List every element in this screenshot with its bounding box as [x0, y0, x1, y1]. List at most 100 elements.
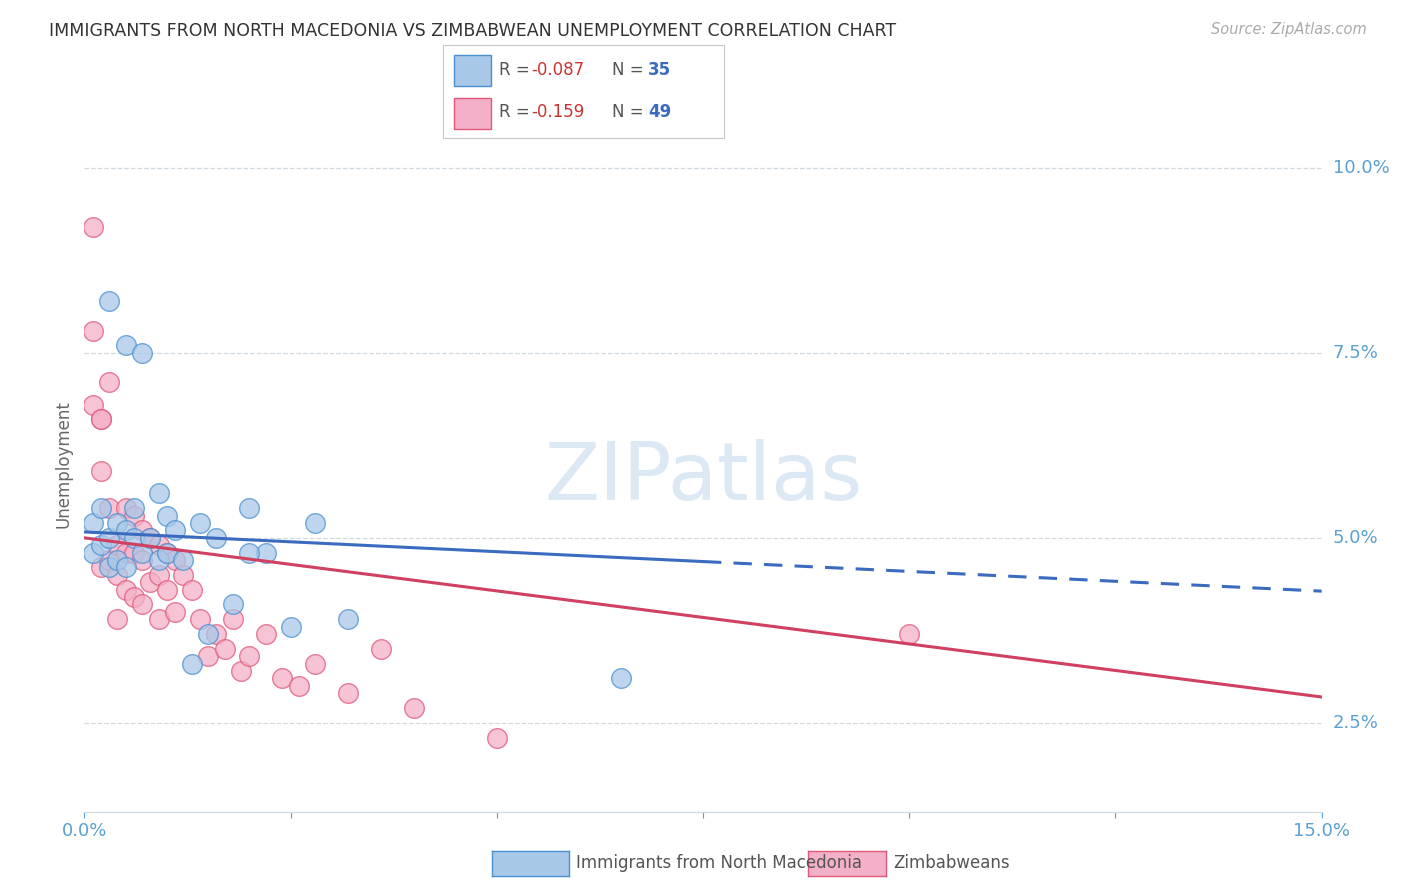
- Point: [214, 641, 236, 656]
- Text: 10.0%: 10.0%: [1333, 159, 1389, 177]
- Point: [172, 567, 194, 582]
- Point: [105, 553, 128, 567]
- Point: [304, 516, 326, 530]
- Text: 49: 49: [648, 103, 672, 121]
- Point: [122, 590, 145, 604]
- Point: [288, 679, 311, 693]
- Point: [238, 501, 260, 516]
- Point: [609, 672, 631, 686]
- Text: Immigrants from North Macedonia: Immigrants from North Macedonia: [576, 855, 862, 872]
- Text: N =: N =: [612, 61, 648, 78]
- Point: [188, 612, 211, 626]
- Point: [90, 412, 112, 426]
- Text: 2.5%: 2.5%: [1333, 714, 1379, 732]
- Point: [197, 627, 219, 641]
- Point: [82, 546, 104, 560]
- Text: 35: 35: [648, 61, 671, 78]
- Point: [139, 575, 162, 590]
- Point: [114, 524, 136, 538]
- Point: [131, 546, 153, 560]
- Point: [238, 546, 260, 560]
- Point: [254, 546, 277, 560]
- Point: [485, 731, 508, 745]
- Point: [238, 649, 260, 664]
- Point: [90, 538, 112, 552]
- Point: [280, 620, 302, 634]
- Point: [337, 686, 360, 700]
- Point: [180, 657, 202, 671]
- Point: [82, 398, 104, 412]
- Point: [156, 508, 179, 523]
- Bar: [454, 55, 491, 86]
- Point: [148, 567, 170, 582]
- Point: [148, 486, 170, 500]
- Text: 5.0%: 5.0%: [1333, 529, 1378, 547]
- Point: [156, 546, 179, 560]
- Point: [122, 501, 145, 516]
- Point: [114, 560, 136, 574]
- Point: [148, 553, 170, 567]
- Point: [122, 508, 145, 523]
- Point: [98, 560, 121, 574]
- Point: [222, 612, 245, 626]
- Point: [404, 701, 426, 715]
- Point: [122, 546, 145, 560]
- Point: [898, 627, 921, 641]
- Point: [114, 546, 136, 560]
- Point: [114, 582, 136, 597]
- Point: [188, 516, 211, 530]
- Point: [165, 553, 187, 567]
- Point: [82, 219, 104, 234]
- Point: [156, 582, 179, 597]
- Text: Source: ZipAtlas.com: Source: ZipAtlas.com: [1211, 22, 1367, 37]
- Text: 7.5%: 7.5%: [1333, 343, 1379, 362]
- Point: [90, 464, 112, 478]
- Point: [105, 538, 128, 552]
- Point: [131, 524, 153, 538]
- Text: ZIPatlas: ZIPatlas: [544, 439, 862, 516]
- Point: [98, 531, 121, 545]
- Point: [98, 553, 121, 567]
- Point: [114, 338, 136, 352]
- Point: [271, 672, 294, 686]
- Point: [222, 598, 245, 612]
- Point: [90, 501, 112, 516]
- Point: [122, 531, 145, 545]
- Point: [139, 531, 162, 545]
- Point: [139, 531, 162, 545]
- Point: [304, 657, 326, 671]
- Point: [82, 516, 104, 530]
- Point: [98, 376, 121, 390]
- Point: [205, 531, 228, 545]
- Point: [156, 546, 179, 560]
- Text: R =: R =: [499, 61, 536, 78]
- Point: [90, 412, 112, 426]
- Point: [337, 612, 360, 626]
- Point: [254, 627, 277, 641]
- Y-axis label: Unemployment: Unemployment: [55, 400, 73, 528]
- Text: N =: N =: [612, 103, 648, 121]
- Point: [82, 324, 104, 338]
- Point: [180, 582, 202, 597]
- Text: -0.159: -0.159: [531, 103, 585, 121]
- Point: [131, 346, 153, 360]
- Point: [148, 612, 170, 626]
- Point: [148, 538, 170, 552]
- Point: [90, 560, 112, 574]
- Text: Zimbabweans: Zimbabweans: [893, 855, 1010, 872]
- Point: [98, 293, 121, 308]
- Point: [105, 516, 128, 530]
- Point: [131, 598, 153, 612]
- Point: [165, 524, 187, 538]
- Point: [165, 605, 187, 619]
- Point: [229, 664, 252, 678]
- Point: [172, 553, 194, 567]
- Text: R =: R =: [499, 103, 536, 121]
- Bar: [454, 98, 491, 129]
- Point: [131, 553, 153, 567]
- Point: [105, 567, 128, 582]
- Point: [105, 612, 128, 626]
- Point: [370, 641, 392, 656]
- Point: [197, 649, 219, 664]
- Point: [98, 501, 121, 516]
